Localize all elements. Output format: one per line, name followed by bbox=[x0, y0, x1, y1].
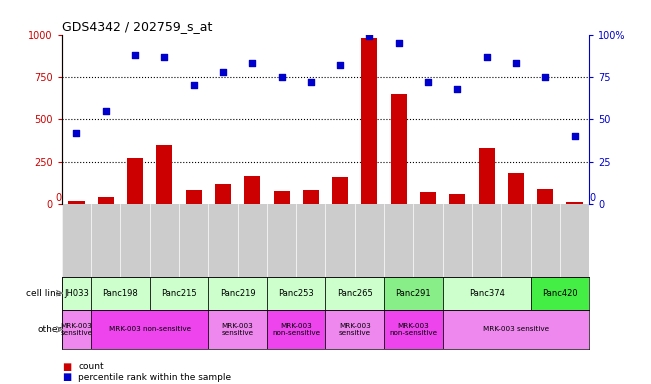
Point bbox=[247, 60, 257, 66]
Bar bbox=[326, 276, 384, 310]
Text: Panc219: Panc219 bbox=[220, 289, 255, 298]
Bar bbox=[537, 189, 553, 204]
Text: MRK-003
non-sensitive: MRK-003 non-sensitive bbox=[389, 323, 437, 336]
Point bbox=[100, 108, 111, 114]
Point bbox=[510, 60, 521, 66]
Bar bbox=[62, 310, 91, 349]
Bar bbox=[244, 176, 260, 204]
Point bbox=[217, 69, 228, 75]
Bar bbox=[215, 184, 231, 204]
Bar bbox=[384, 310, 443, 349]
Point bbox=[393, 40, 404, 46]
Bar bbox=[326, 310, 384, 349]
Bar bbox=[267, 310, 326, 349]
Bar bbox=[91, 276, 150, 310]
Text: Panc420: Panc420 bbox=[542, 289, 577, 298]
Bar bbox=[531, 276, 589, 310]
Text: ■: ■ bbox=[62, 362, 71, 372]
Bar bbox=[566, 202, 583, 204]
Text: MRK-003
sensitive: MRK-003 sensitive bbox=[339, 323, 371, 336]
Point bbox=[423, 79, 434, 85]
Text: 0: 0 bbox=[56, 193, 62, 203]
Text: Panc215: Panc215 bbox=[161, 289, 197, 298]
Point bbox=[452, 86, 462, 92]
Point bbox=[71, 130, 82, 136]
Text: Panc253: Panc253 bbox=[279, 289, 314, 298]
Bar bbox=[267, 276, 326, 310]
Bar bbox=[361, 38, 378, 204]
Bar bbox=[508, 172, 524, 204]
Point bbox=[305, 79, 316, 85]
Bar bbox=[420, 192, 436, 204]
Bar bbox=[478, 148, 495, 204]
Text: Panc265: Panc265 bbox=[337, 289, 372, 298]
Point bbox=[159, 53, 169, 60]
Bar bbox=[68, 201, 85, 204]
Text: Panc374: Panc374 bbox=[469, 289, 505, 298]
Text: Panc198: Panc198 bbox=[103, 289, 138, 298]
Text: GDS4342 / 202759_s_at: GDS4342 / 202759_s_at bbox=[62, 20, 212, 33]
Text: percentile rank within the sample: percentile rank within the sample bbox=[78, 372, 231, 382]
Point bbox=[569, 133, 579, 139]
Bar bbox=[156, 145, 173, 204]
Point bbox=[481, 53, 492, 60]
Bar bbox=[91, 310, 208, 349]
Text: JH033: JH033 bbox=[64, 289, 89, 298]
Bar bbox=[208, 276, 267, 310]
Bar bbox=[208, 310, 267, 349]
Text: MRK-003
sensitive: MRK-003 sensitive bbox=[221, 323, 254, 336]
Point bbox=[276, 74, 286, 80]
Bar bbox=[303, 190, 319, 204]
Text: MRK-003
non-sensitive: MRK-003 non-sensitive bbox=[272, 323, 320, 336]
Bar bbox=[273, 191, 290, 204]
Text: other: other bbox=[37, 325, 61, 334]
Bar bbox=[98, 197, 114, 204]
Bar bbox=[332, 177, 348, 204]
Bar bbox=[443, 276, 531, 310]
Bar bbox=[62, 276, 91, 310]
Text: MRK-003
sensitive: MRK-003 sensitive bbox=[61, 323, 92, 336]
Point bbox=[540, 74, 550, 80]
Bar bbox=[449, 194, 465, 204]
Bar bbox=[150, 276, 208, 310]
Point bbox=[335, 62, 345, 68]
Text: MRK-003 non-sensitive: MRK-003 non-sensitive bbox=[109, 326, 191, 333]
Point bbox=[364, 33, 374, 39]
Bar bbox=[443, 310, 589, 349]
Bar bbox=[391, 94, 407, 204]
Point bbox=[130, 52, 140, 58]
Bar bbox=[384, 276, 443, 310]
Text: count: count bbox=[78, 362, 104, 371]
Text: ■: ■ bbox=[62, 372, 71, 382]
Text: 0: 0 bbox=[589, 193, 595, 203]
Text: cell line: cell line bbox=[26, 289, 61, 298]
Text: Panc291: Panc291 bbox=[396, 289, 431, 298]
Text: MRK-003 sensitive: MRK-003 sensitive bbox=[483, 326, 549, 333]
Point bbox=[188, 82, 199, 88]
Bar bbox=[186, 190, 202, 204]
Bar bbox=[127, 158, 143, 204]
